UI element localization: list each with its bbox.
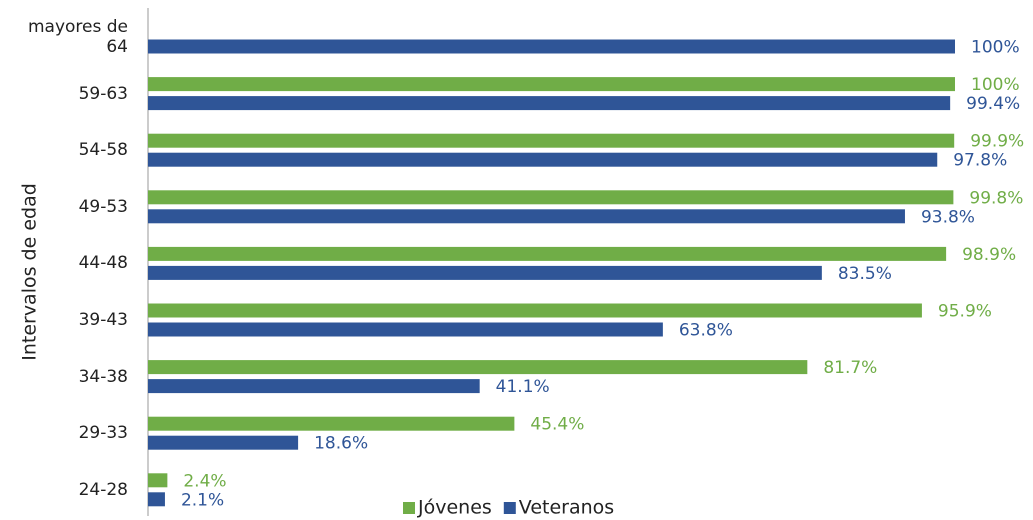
bar [148,473,168,488]
bar [148,190,954,205]
y-tick-label: 24-28 [78,479,128,500]
bar [148,492,165,507]
data-label: 2.1% [181,490,224,510]
bar [148,209,905,224]
data-label: 45.4% [530,415,584,435]
y-axis-label: Intervalos de edad [19,183,41,361]
bar [148,39,955,54]
data-label: 18.6% [314,434,368,454]
bar [148,322,663,337]
y-tick-label: 59-63 [78,83,128,104]
y-tick-label: 44-48 [78,253,128,274]
bar [148,435,299,450]
bar [148,246,947,261]
bar [148,303,922,318]
legend-label: Jóvenes [417,497,492,519]
bar [148,360,808,375]
data-label: 93.8% [921,207,975,227]
y-tick-label: 54-58 [78,140,128,161]
data-label: 2.4% [183,471,226,491]
data-label: 81.7% [823,358,877,378]
y-tick-label: 39-43 [78,310,128,330]
bar [148,152,938,167]
bar [148,379,480,394]
bar [148,265,822,280]
data-label: 99.4% [966,94,1020,114]
data-label: 97.8% [953,151,1007,171]
data-label: 83.5% [838,264,892,284]
data-label: 41.1% [496,377,550,397]
data-label: 98.9% [962,245,1016,265]
y-tick-label: mayores de 64 [27,17,128,57]
data-label: 100% [971,75,1020,95]
legend-label: Veteranos [519,497,614,519]
y-tick-label: 34-38 [78,366,128,387]
data-label: 99.8% [969,188,1023,208]
bar [148,77,955,92]
bar [148,133,955,148]
data-label: 99.9% [970,132,1024,152]
data-label: 100% [971,38,1020,58]
y-tick-label: 49-53 [78,196,128,217]
data-label: 95.9% [938,302,992,322]
bar [148,416,515,431]
legend-swatch [403,502,415,514]
data-label: 63.8% [679,321,733,341]
legend-swatch [503,502,516,514]
y-tick-label: 29-33 [78,423,128,444]
bar [148,96,951,111]
